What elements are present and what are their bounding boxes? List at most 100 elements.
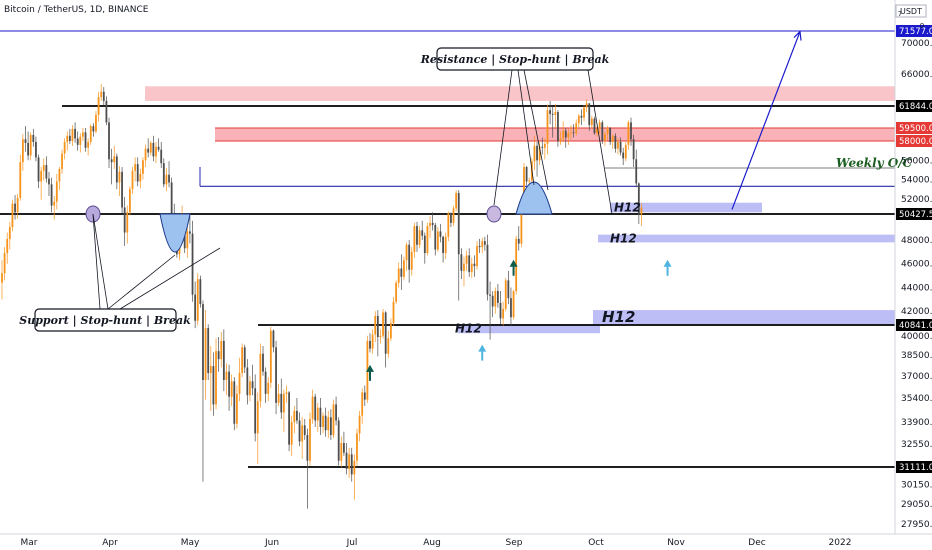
zone-label-h12-2: H12: [602, 308, 635, 326]
candle-body: [468, 255, 471, 273]
candle-body: [329, 417, 332, 436]
candle-body: [267, 382, 270, 394]
candle-body: [499, 302, 502, 319]
price-tick-label: 38500.00: [901, 351, 932, 361]
candle-body: [21, 139, 24, 163]
candle-body: [538, 146, 541, 161]
candle-body: [465, 255, 468, 264]
candle-body: [611, 135, 614, 142]
candle-body: [309, 418, 311, 461]
candle-body: [157, 146, 160, 150]
chart-title: Bitcoin / TetherUS, 1D, BINANCE: [4, 5, 149, 15]
candle-body: [249, 381, 251, 396]
zone-demand-2: [610, 202, 762, 213]
candle-body: [238, 373, 241, 394]
candle-body: [316, 407, 319, 421]
candle-body: [220, 340, 223, 360]
candle-body: [256, 401, 259, 434]
currency-button[interactable]: [895, 4, 927, 18]
price-tick-label: 46000.00: [901, 260, 932, 270]
candle-body: [144, 148, 147, 161]
candle-body: [356, 433, 358, 461]
candle-body: [228, 371, 230, 397]
candle-body: [622, 152, 625, 159]
candle-body: [630, 122, 632, 140]
price-level-badge-1: [896, 100, 932, 112]
candle-body: [76, 138, 79, 145]
candle-body: [408, 244, 411, 270]
candle-body: [374, 315, 377, 335]
candle-body: [293, 410, 296, 423]
price-level-badge-text-5: 40841.00: [899, 321, 932, 331]
candle-body: [204, 328, 207, 380]
candle-body: [376, 315, 379, 338]
candle-body: [282, 393, 285, 413]
candle-body: [358, 415, 361, 434]
candle-body: [314, 396, 317, 421]
candle-body: [384, 312, 387, 354]
candle-body: [371, 334, 374, 349]
time-tick-label: Jun: [264, 538, 279, 548]
candle-body: [546, 110, 549, 144]
candle-body: [413, 226, 416, 252]
candle-body: [363, 392, 366, 400]
support-callout-leader-2: [119, 247, 221, 310]
time-tick-label: Aug: [423, 538, 441, 548]
candle-body: [491, 295, 494, 307]
candle-body: [470, 263, 473, 273]
price-tick-label: 66000.00: [901, 70, 932, 80]
price-level-badge-text-6: 31111.01: [899, 463, 932, 473]
price-level-badge-5: [896, 319, 932, 331]
candle-body: [113, 156, 116, 163]
currency-label: USDT: [900, 7, 922, 16]
candle-body: [42, 165, 45, 171]
candle-body: [288, 392, 290, 445]
candle-body: [335, 404, 337, 421]
candle-body: [619, 141, 622, 153]
candle-body: [121, 171, 123, 208]
price-level-badge-0: [896, 24, 932, 37]
candle-body: [457, 193, 460, 255]
candle-body: [254, 388, 257, 434]
candle-body: [426, 226, 429, 254]
candle-body: [277, 393, 280, 403]
candle-body: [517, 238, 520, 244]
support-callout-leader-0: [92, 213, 101, 310]
candle-body: [207, 328, 210, 374]
candle-body: [241, 347, 244, 374]
candle-body: [609, 128, 612, 142]
candle-body: [66, 135, 69, 142]
candle-body: [100, 91, 103, 98]
candle-body: [126, 212, 129, 233]
candle-body: [361, 392, 364, 416]
time-tick-label: 2022: [829, 538, 852, 548]
candle-body: [296, 410, 298, 421]
support-callout-text: Support | Stop-hunt | Break: [19, 314, 191, 327]
zone-label-h12-0: H12: [614, 201, 641, 215]
candle-body: [199, 279, 202, 305]
candle-body: [55, 181, 58, 202]
candle-body: [624, 144, 627, 159]
candle-body: [575, 123, 578, 134]
price-level-badge-4: [896, 207, 932, 220]
time-axis[interactable]: Mar Apr May Jun Jul Aug Sep Oct Nov Dec 2022: [0, 533, 932, 548]
candle-body: [311, 396, 314, 419]
candle-body: [128, 189, 131, 213]
candle-body: [27, 142, 29, 156]
price-axis[interactable]: 70000.0066000.0062000.0056000.0054000.00…: [894, 0, 932, 534]
time-tick-label: Jul: [346, 538, 358, 548]
candle-body: [632, 139, 635, 160]
candle-body: [1, 273, 3, 283]
candle-body: [275, 347, 277, 403]
candle-body: [601, 122, 604, 141]
time-tick-label: Nov: [667, 538, 685, 548]
resistance-callout-leader-1: [517, 69, 535, 186]
price-tick-label: 37000.00: [901, 372, 932, 382]
candle-body: [142, 160, 144, 174]
candle-body: [105, 100, 108, 123]
candle-body: [3, 253, 6, 274]
candle-body: [165, 174, 168, 185]
price-tick-label: 33900.00: [901, 418, 932, 428]
candle-body: [523, 167, 525, 204]
